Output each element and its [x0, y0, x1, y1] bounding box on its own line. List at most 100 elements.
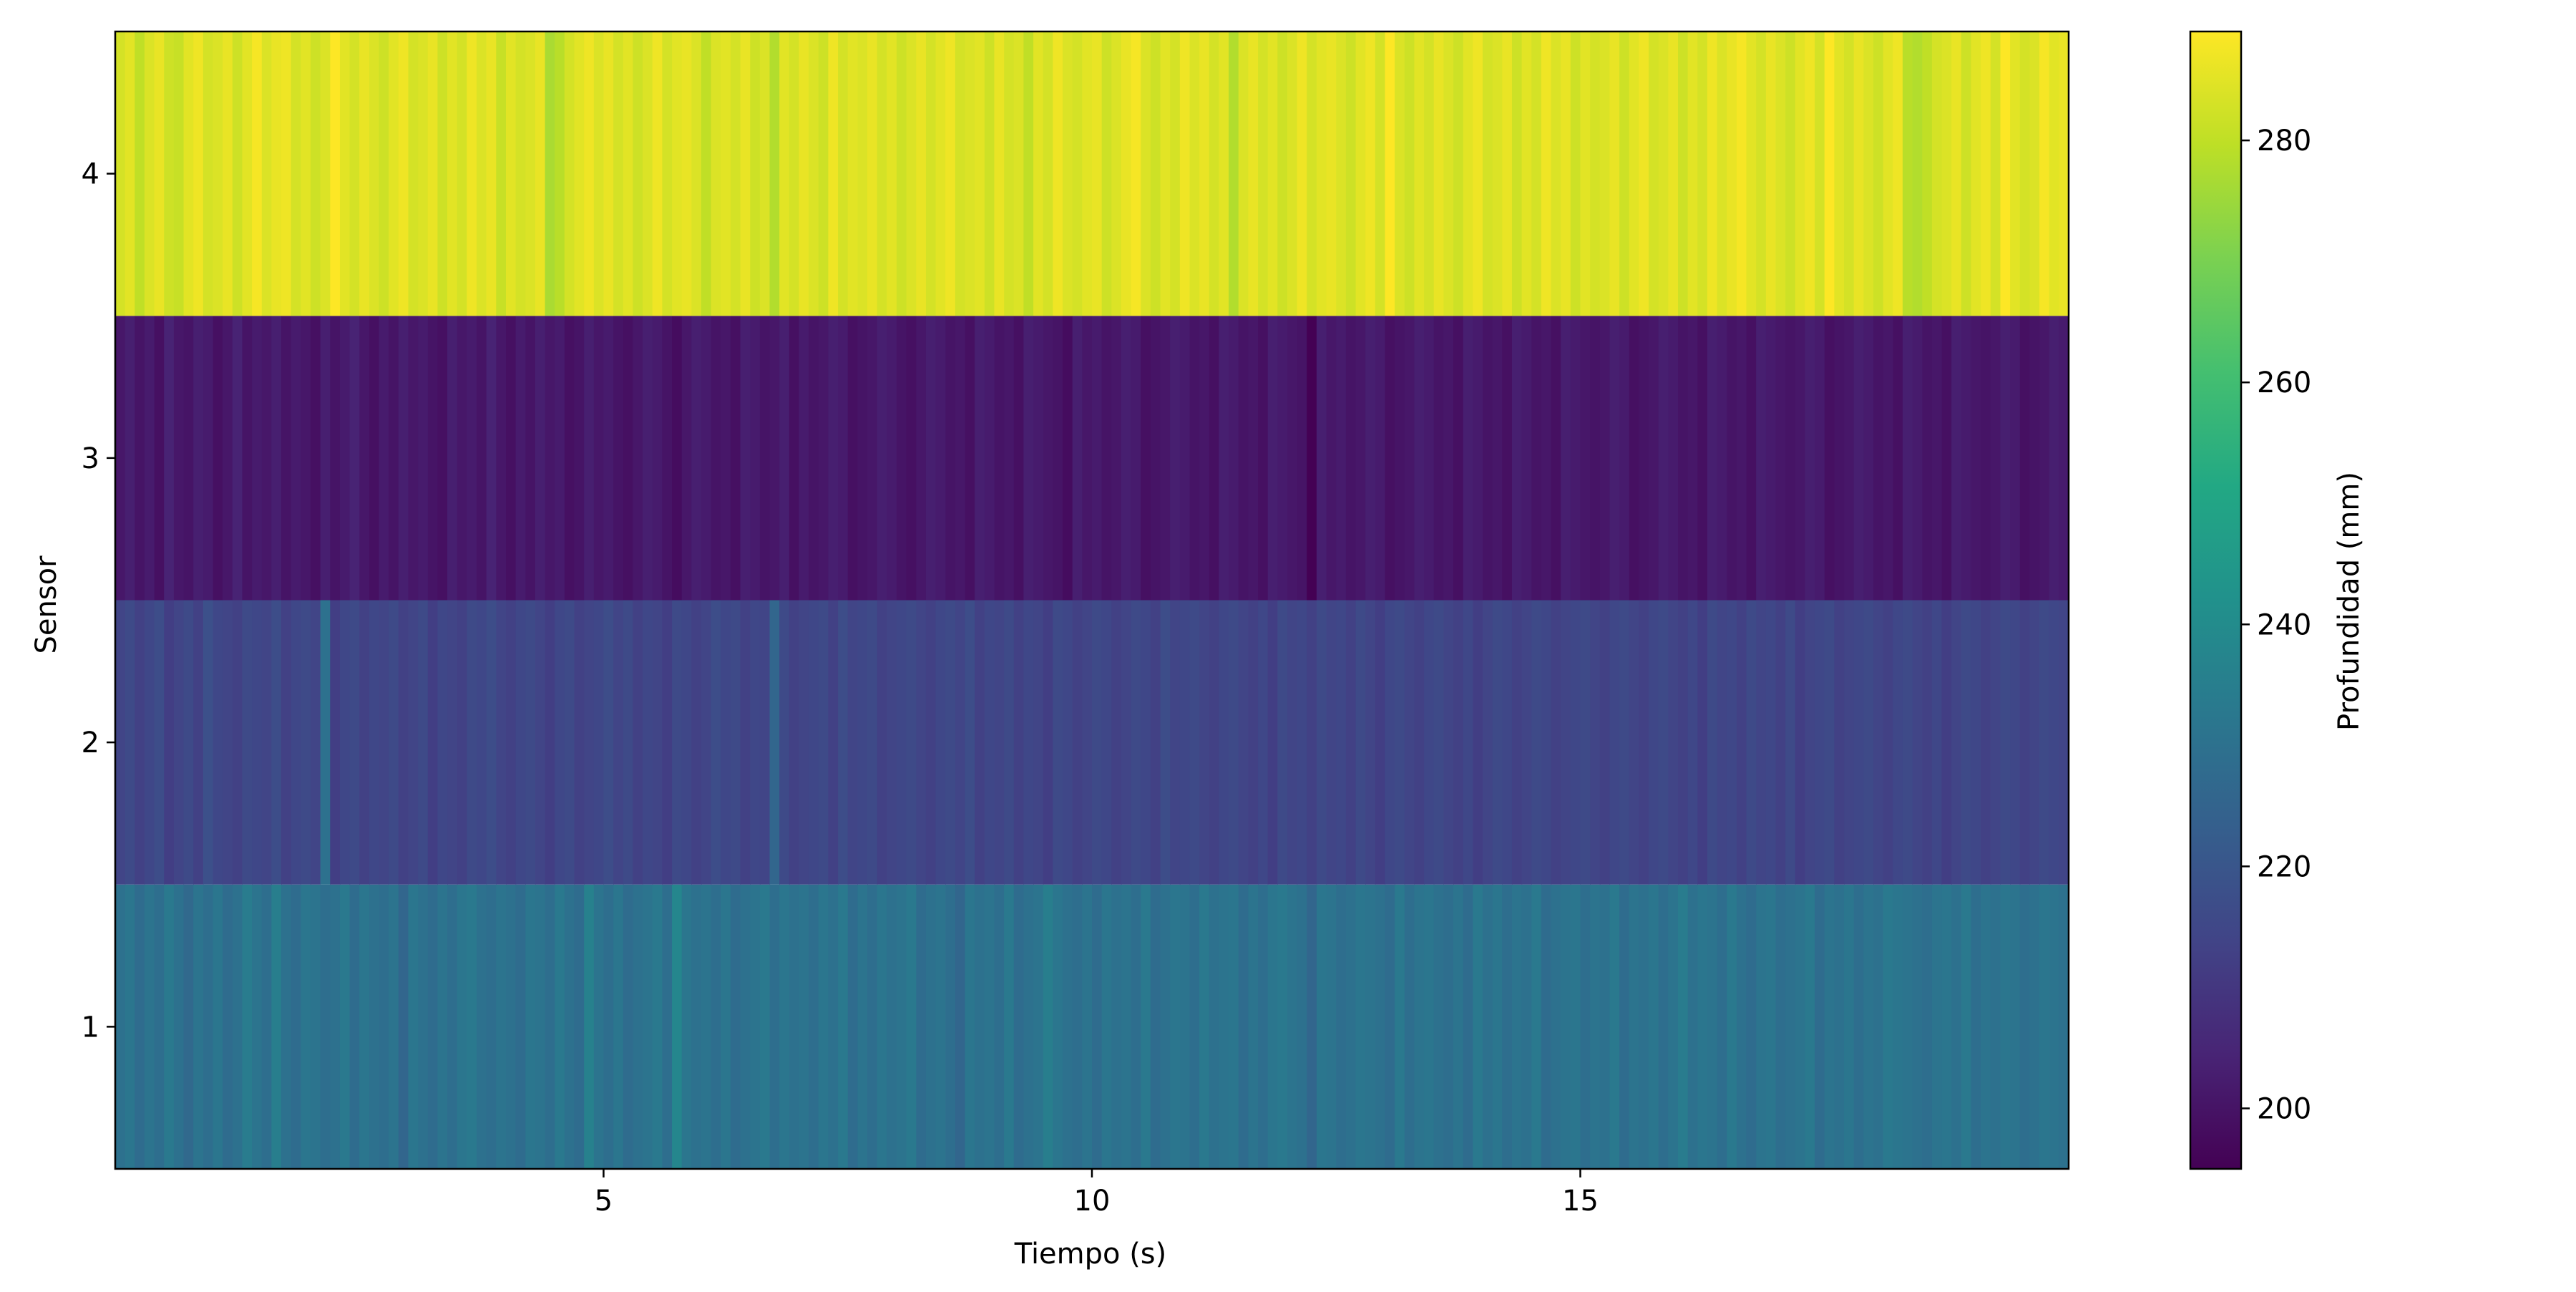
heatmap-cell	[1775, 316, 1786, 601]
heatmap-cell	[1971, 31, 1981, 316]
heatmap-cell	[1678, 316, 1689, 601]
heatmap-cell	[867, 600, 878, 885]
heatmap-cell	[1238, 31, 1249, 316]
heatmap-cell	[1561, 600, 1571, 885]
heatmap-cell	[1561, 316, 1571, 601]
heatmap-cell	[1131, 316, 1141, 601]
heatmap-cell	[320, 884, 331, 1169]
heatmap-cell	[1717, 316, 1727, 601]
heatmap-cell	[1404, 600, 1415, 885]
y-axis-label: Sensor	[30, 555, 63, 654]
heatmap-cell	[1355, 31, 1366, 316]
heatmap-cell	[144, 316, 155, 601]
heatmap-cell	[1863, 884, 1874, 1169]
heatmap-cell	[2029, 31, 2040, 316]
heatmap-cell	[467, 600, 477, 885]
heatmap-cell	[193, 884, 204, 1169]
heatmap-cell	[154, 31, 165, 316]
heatmap-cell	[838, 31, 849, 316]
heatmap-cell	[1981, 600, 1991, 885]
heatmap-cell	[1570, 316, 1581, 601]
heatmap-cell	[1121, 316, 1132, 601]
heatmap-cell	[1473, 316, 1483, 601]
heatmap-cell	[1336, 600, 1347, 885]
heatmap-cell	[887, 316, 897, 601]
heatmap-cell	[1658, 31, 1669, 316]
heatmap-cell	[359, 884, 370, 1169]
heatmap-cell	[1511, 600, 1523, 885]
heatmap-cell	[457, 31, 467, 316]
heatmap-cell	[418, 31, 429, 316]
heatmap-cell	[975, 31, 985, 316]
heatmap-cell	[1736, 600, 1747, 885]
heatmap-cell	[1414, 31, 1425, 316]
heatmap-cell	[1121, 600, 1132, 885]
heatmap-cell	[408, 316, 419, 601]
heatmap-cell	[1179, 600, 1191, 885]
heatmap-cell	[1561, 31, 1571, 316]
heatmap-cell	[1043, 316, 1053, 601]
heatmap-cell	[906, 31, 917, 316]
heatmap-cell	[965, 316, 975, 601]
heatmap-cell	[1502, 31, 1513, 316]
heatmap-cell	[1541, 884, 1552, 1169]
heatmap-cell	[1531, 600, 1542, 885]
heatmap-cell	[1463, 316, 1473, 601]
heatmap-cell	[1873, 31, 1884, 316]
heatmap-cell	[1815, 316, 1825, 601]
heatmap-cell	[408, 600, 419, 885]
heatmap-cell	[1873, 316, 1884, 601]
heatmap-cell	[223, 884, 233, 1169]
heatmap-cell	[1414, 884, 1425, 1169]
heatmap-cell	[223, 31, 233, 316]
heatmap-cell	[984, 884, 995, 1169]
heatmap-cell	[818, 884, 829, 1169]
heatmap-cell	[1844, 600, 1855, 885]
heatmap-cell	[242, 31, 253, 316]
heatmap-cell	[574, 884, 585, 1169]
heatmap-cell	[349, 600, 360, 885]
heatmap-cell	[1209, 600, 1220, 885]
heatmap-cell	[135, 884, 145, 1169]
heatmap-cell	[759, 600, 771, 885]
heatmap-cell	[1013, 316, 1025, 601]
heatmap-cell	[291, 600, 301, 885]
heatmap-cell	[1951, 884, 1962, 1169]
heatmap-cell	[477, 316, 487, 601]
heatmap-cell	[2019, 31, 2030, 316]
heatmap-cell	[1511, 31, 1523, 316]
heatmap-cell	[1707, 31, 1718, 316]
heatmap-cell	[1707, 884, 1718, 1169]
heatmap-cell	[2039, 316, 2050, 601]
heatmap-cell	[740, 600, 751, 885]
heatmap-cell	[1424, 316, 1435, 601]
heatmap-cell	[691, 31, 702, 316]
heatmap-cell	[916, 600, 927, 885]
heatmap-cell	[2010, 31, 2021, 316]
heatmap-cell	[750, 884, 761, 1169]
heatmap-cell	[789, 600, 800, 885]
heatmap-cell	[1727, 884, 1737, 1169]
heatmap-cell	[1375, 600, 1386, 885]
heatmap-cell	[1267, 600, 1278, 885]
heatmap-cell	[750, 31, 761, 316]
heatmap-cell	[1043, 31, 1053, 316]
heatmap-cell	[1961, 884, 1972, 1169]
heatmap-cell	[613, 31, 624, 316]
heatmap-cell	[135, 600, 145, 885]
heatmap-cell	[1736, 884, 1747, 1169]
heatmap-cell	[662, 600, 673, 885]
heatmap-cell	[1433, 884, 1444, 1169]
heatmap-cell	[906, 884, 917, 1169]
heatmap-cell	[1248, 600, 1259, 885]
heatmap-cell	[1375, 316, 1386, 601]
heatmap-cell	[1385, 600, 1395, 885]
heatmap-cell	[1834, 31, 1845, 316]
heatmap-cell	[330, 316, 341, 601]
heatmap-cell	[1795, 31, 1806, 316]
y-axis-ticks: 1 2 3 4	[82, 158, 115, 1044]
heatmap-cell	[1639, 600, 1649, 885]
heatmap-cell	[1229, 31, 1239, 316]
heatmap-cell	[242, 600, 253, 885]
heatmap-cell	[1150, 600, 1161, 885]
